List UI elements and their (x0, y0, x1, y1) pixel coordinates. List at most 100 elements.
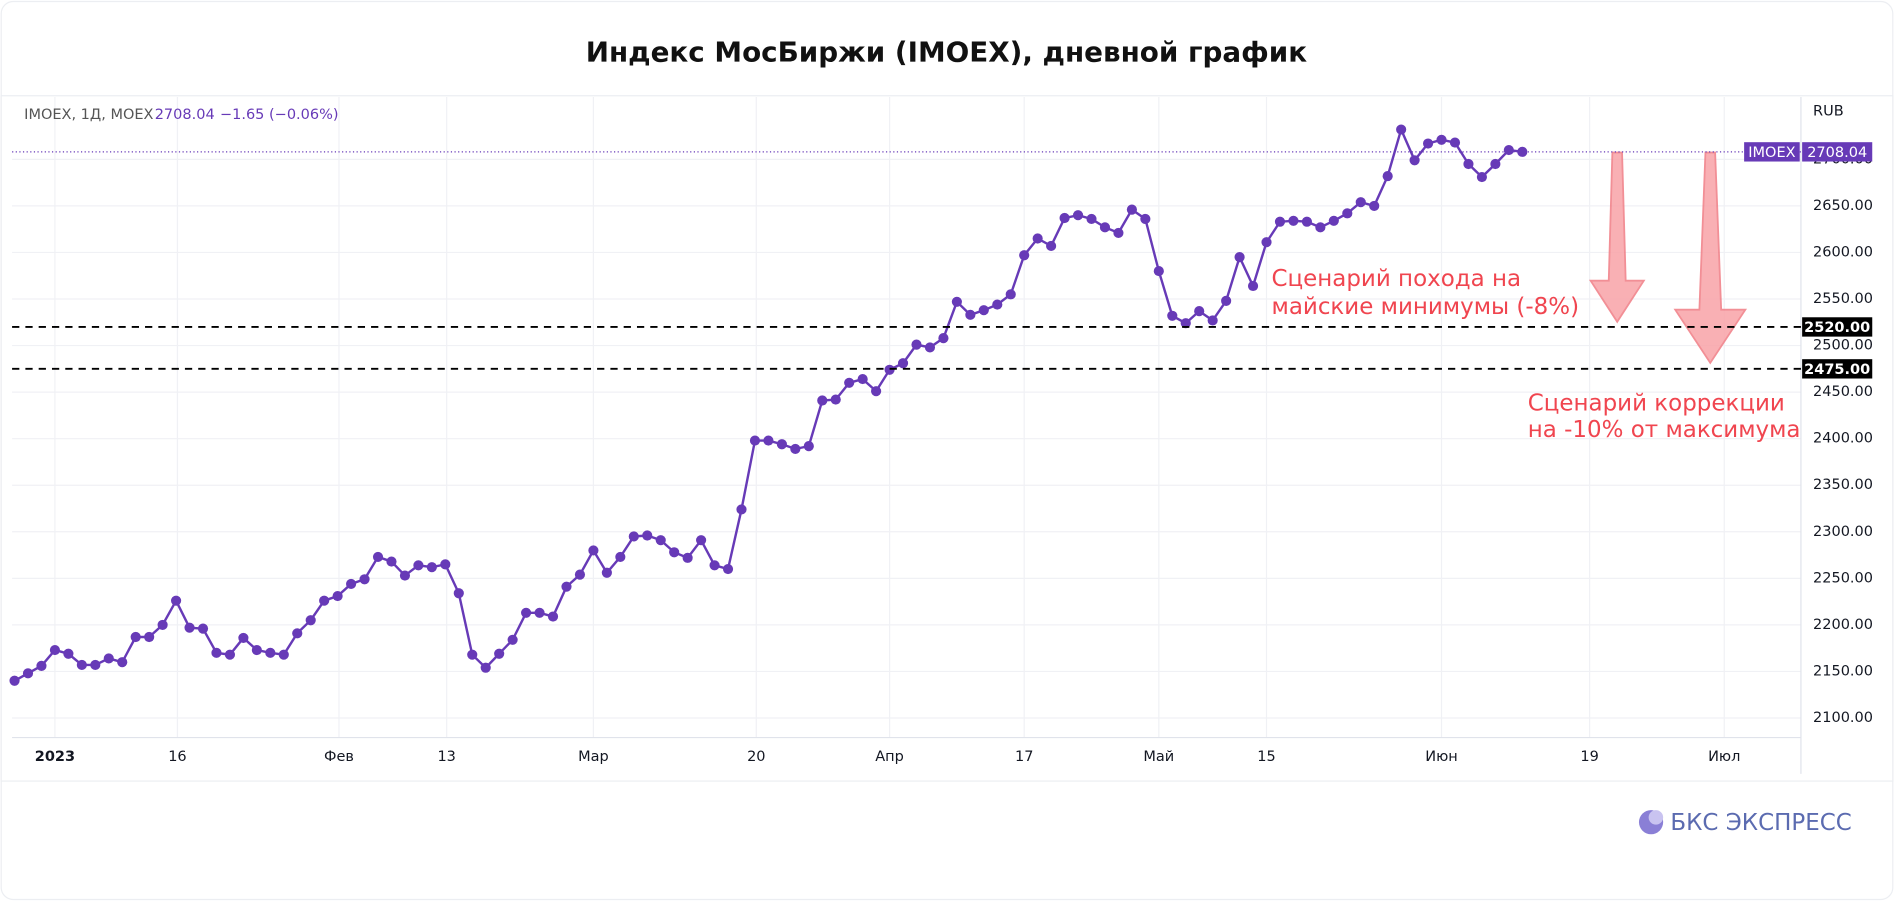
point (857, 374, 868, 385)
point (871, 386, 882, 397)
point (238, 632, 249, 644)
x-tick-label: 20 (747, 749, 765, 765)
grid (12, 96, 1801, 738)
point (197, 623, 209, 634)
point (49, 644, 61, 656)
point (1422, 138, 1434, 149)
y-tick-label: 2600.00 (1813, 244, 1873, 260)
x-tick-label: 15 (1257, 749, 1275, 765)
point (817, 395, 828, 406)
point (467, 649, 478, 660)
point (426, 562, 437, 573)
y-tick-label: 2550.00 (1813, 291, 1873, 307)
y-tick-label: 2350.00 (1813, 477, 1873, 493)
point (951, 296, 962, 307)
brand-logo (1648, 810, 1664, 825)
point (574, 569, 586, 580)
point (682, 552, 693, 563)
page-title: Индекс МосБиржи (IMOEX), дневной график (586, 35, 1307, 68)
y-tick-label: 2250.00 (1813, 570, 1873, 586)
last-price-name: IMOEX (1748, 145, 1795, 161)
point (103, 653, 114, 664)
y-tick-label: 2650.00 (1813, 198, 1873, 214)
point (844, 377, 855, 388)
point (1261, 237, 1272, 248)
legend-price: 2708.04 (155, 107, 215, 123)
point (1194, 306, 1205, 317)
point (1463, 158, 1474, 170)
point (1180, 318, 1191, 329)
point (386, 556, 397, 567)
point (669, 547, 680, 558)
point (709, 560, 720, 571)
point (790, 443, 801, 454)
point (346, 578, 357, 590)
x-tick-label: 2023 (35, 749, 75, 765)
point (521, 607, 532, 618)
level-label: 2520.00 (1804, 320, 1870, 336)
point (696, 535, 707, 546)
point (1490, 158, 1501, 170)
point (251, 644, 262, 656)
point (1126, 204, 1137, 215)
annotation: майские минимумы (-8%) (1272, 294, 1580, 320)
annotation: Сценарий коррекции (1528, 390, 1785, 416)
point (588, 545, 599, 556)
point (1369, 200, 1380, 211)
point (76, 659, 87, 671)
level-label: 2475.00 (1804, 362, 1870, 378)
point (1342, 208, 1353, 219)
point (642, 530, 653, 541)
x-tick-label: 13 (437, 749, 455, 765)
point (22, 668, 34, 679)
point (561, 581, 572, 592)
point (978, 305, 989, 316)
point (1517, 146, 1528, 157)
x-tick-label: Июн (1425, 749, 1458, 765)
arrow (1588, 151, 1646, 324)
point (413, 560, 424, 571)
point (803, 441, 814, 452)
point (399, 570, 411, 581)
point (1234, 252, 1245, 263)
y-tick-label: 2400.00 (1813, 431, 1873, 447)
point (1301, 216, 1312, 227)
point (924, 342, 936, 353)
y-tick-label: 2300.00 (1813, 524, 1873, 540)
last-price-label: 2708.04 (1807, 145, 1867, 161)
x-tick-label: 17 (1015, 749, 1033, 765)
point (90, 659, 101, 671)
point (1476, 171, 1487, 183)
point (224, 649, 236, 660)
point (1328, 215, 1339, 226)
point (292, 628, 303, 639)
x-tick-label: 16 (168, 749, 186, 765)
point (9, 675, 20, 686)
point (372, 551, 384, 563)
point (776, 439, 787, 450)
point (63, 648, 74, 659)
point (897, 358, 909, 369)
legend-change: −1.65 (−0.06%) (220, 107, 339, 123)
point (130, 631, 141, 643)
x-tick-label: Май (1143, 749, 1174, 765)
legend-symbol: IMOEX, 1Д, MOEX (24, 107, 153, 123)
point (1005, 289, 1016, 300)
brand: БКС ЭКСПРЕСС (1670, 810, 1851, 836)
y-tick-label: 2150.00 (1813, 663, 1873, 679)
point (1167, 310, 1178, 321)
point (1086, 213, 1097, 225)
point (157, 619, 168, 630)
point (911, 339, 922, 350)
point (359, 574, 370, 585)
point (1072, 210, 1084, 221)
point (144, 631, 155, 643)
arrow (1673, 151, 1748, 365)
point (36, 660, 47, 671)
level-label-box (1802, 359, 1873, 379)
point (440, 559, 451, 570)
level-label-box (1802, 317, 1873, 337)
point (736, 504, 747, 515)
point (1099, 222, 1111, 233)
point (305, 615, 316, 626)
